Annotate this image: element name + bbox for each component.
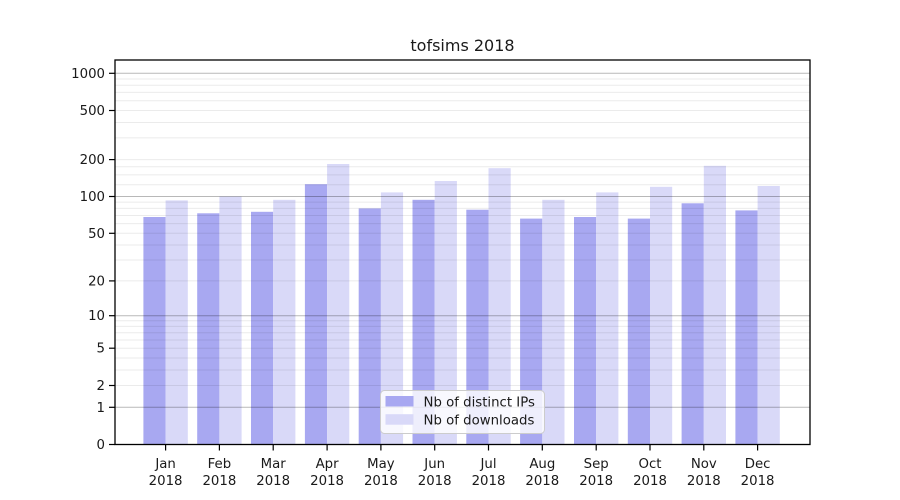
legend-label-distinct-ips: Nb of distinct IPs <box>424 396 536 411</box>
x-tick-label-year: 2018 <box>525 474 559 489</box>
x-tick-label-year: 2018 <box>149 474 183 489</box>
bar-distinct-ips-sep <box>574 217 597 445</box>
x-tick-label-month: Jan <box>154 457 176 472</box>
y-tick-label: 10 <box>88 309 105 324</box>
bar-downloads-dec <box>757 186 780 445</box>
y-tick-label: 1000 <box>71 67 105 82</box>
bar-downloads-apr <box>327 164 350 445</box>
legend-swatch-downloads <box>385 414 414 425</box>
x-tick-label-year: 2018 <box>687 474 721 489</box>
bar-downloads-feb <box>219 196 242 445</box>
x-tick-label-year: 2018 <box>418 474 452 489</box>
x-tick-label-month: Dec <box>745 457 771 472</box>
y-tick-label: 100 <box>80 190 105 205</box>
x-tick-label-month: Jun <box>423 457 445 472</box>
x-tick-label-month: Jul <box>479 457 496 472</box>
bar-downloads-jun <box>434 181 457 445</box>
bar-distinct-ips-feb <box>197 213 220 445</box>
gridlines-group <box>115 72 810 408</box>
bar-distinct-ips-jun <box>412 199 435 445</box>
y-tick-label: 500 <box>80 104 105 119</box>
y-tick-label: 5 <box>97 342 105 357</box>
x-tick-label-year: 2018 <box>310 474 344 489</box>
bar-downloads-mar <box>273 199 296 445</box>
y-tick-label: 20 <box>88 274 105 289</box>
y-tick-label: 1 <box>97 401 105 416</box>
bars-group <box>143 164 780 445</box>
x-tick-label-month: Oct <box>639 457 662 472</box>
y-tick-label: 50 <box>88 227 105 242</box>
legend: Nb of distinct IPs Nb of downloads <box>380 390 545 434</box>
y-tick-label: 0 <box>97 438 105 453</box>
bar-downloads-sep <box>596 192 619 445</box>
bar-distinct-ips-jan <box>143 217 166 445</box>
bar-distinct-ips-may <box>358 208 381 445</box>
x-tick-label-month: Aug <box>529 457 555 472</box>
bar-distinct-ips-apr <box>304 184 328 445</box>
bar-distinct-ips-mar <box>251 211 274 445</box>
x-tick-label-month: Nov <box>691 457 717 472</box>
x-tick-label-month: May <box>367 457 395 472</box>
bar-downloads-nov <box>703 165 726 445</box>
y-tick-label: 200 <box>80 153 105 168</box>
bar-distinct-ips-nov <box>681 203 704 445</box>
x-tick-label-year: 2018 <box>364 474 398 489</box>
x-tick-label-year: 2018 <box>741 474 775 489</box>
bar-distinct-ips-dec <box>735 210 758 445</box>
chart-title: tofsims 2018 <box>410 36 514 55</box>
bar-distinct-ips-oct <box>627 218 650 445</box>
bar-downloads-aug <box>542 199 565 445</box>
bar-distinct-ips-aug <box>520 218 543 445</box>
x-axis: Jan 2018 Feb 2018 Mar 2018 Apr 2018 May 2018 Jun 20… <box>149 444 775 489</box>
x-tick-label-month: Feb <box>208 457 232 472</box>
x-tick-label-month: Mar <box>261 457 287 472</box>
bar-downloads-jan <box>165 200 188 445</box>
y-tick-label: 2 <box>97 379 105 394</box>
x-tick-label-year: 2018 <box>472 474 506 489</box>
x-tick-label-month: Apr <box>316 457 340 472</box>
x-tick-label-year: 2018 <box>256 474 290 489</box>
x-tick-label-month: Sep <box>584 457 609 472</box>
bar-downloads-may <box>380 192 404 445</box>
bar-downloads-jul <box>488 168 511 445</box>
bar-distinct-ips-jul <box>466 209 489 445</box>
legend-swatch-distinct-ips <box>385 396 414 407</box>
x-tick-label-year: 2018 <box>202 474 236 489</box>
plot-border <box>114 59 811 446</box>
legend-box <box>380 390 545 434</box>
bar-downloads-oct <box>650 186 673 445</box>
x-tick-label-year: 2018 <box>633 474 667 489</box>
legend-label-downloads: Nb of downloads <box>424 414 535 429</box>
x-tick-label-year: 2018 <box>579 474 613 489</box>
